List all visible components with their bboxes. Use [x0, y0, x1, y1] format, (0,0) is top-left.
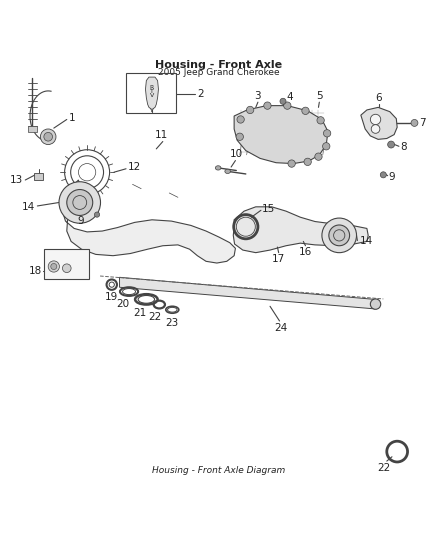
Ellipse shape	[371, 299, 381, 309]
Text: 3: 3	[254, 91, 261, 101]
Polygon shape	[145, 77, 159, 109]
Circle shape	[280, 98, 286, 104]
Text: 22: 22	[148, 312, 162, 322]
Text: 16: 16	[299, 247, 312, 257]
Circle shape	[371, 125, 380, 133]
Text: 23: 23	[166, 318, 179, 327]
Text: 18: 18	[28, 266, 42, 276]
Circle shape	[322, 218, 357, 253]
Text: 12: 12	[128, 162, 141, 172]
Circle shape	[371, 114, 381, 125]
Ellipse shape	[215, 166, 221, 170]
Text: 24: 24	[274, 322, 287, 333]
Circle shape	[44, 132, 53, 141]
Text: V: V	[150, 93, 154, 98]
Circle shape	[95, 212, 100, 217]
Text: 5: 5	[316, 91, 323, 101]
Text: 14: 14	[360, 237, 373, 246]
Text: 6: 6	[376, 93, 382, 103]
Ellipse shape	[225, 169, 230, 174]
Text: 1: 1	[68, 113, 75, 123]
Text: 2: 2	[198, 88, 204, 99]
Text: 13: 13	[10, 175, 24, 185]
Circle shape	[51, 263, 57, 270]
Polygon shape	[234, 106, 328, 164]
Text: 10: 10	[230, 149, 243, 159]
Text: 2005 Jeep Grand Cherokee: 2005 Jeep Grand Cherokee	[158, 68, 280, 77]
Circle shape	[288, 160, 295, 167]
Circle shape	[59, 182, 100, 223]
Circle shape	[322, 143, 330, 150]
Polygon shape	[361, 107, 397, 139]
Polygon shape	[233, 207, 368, 253]
Circle shape	[40, 129, 56, 144]
Text: 17: 17	[272, 254, 285, 263]
Text: 8: 8	[400, 142, 406, 152]
Circle shape	[388, 141, 395, 148]
Ellipse shape	[411, 119, 418, 126]
Circle shape	[63, 264, 71, 272]
Circle shape	[323, 130, 331, 137]
Bar	[126, 73, 176, 113]
Text: T: T	[150, 89, 154, 94]
Bar	[34, 173, 43, 180]
Polygon shape	[120, 277, 374, 309]
Text: R: R	[150, 85, 154, 90]
Polygon shape	[63, 180, 236, 263]
Text: 21: 21	[134, 308, 147, 318]
Circle shape	[304, 158, 311, 166]
Text: 15: 15	[261, 205, 275, 214]
Text: 19: 19	[105, 293, 118, 302]
Circle shape	[236, 133, 244, 140]
Bar	[28, 126, 36, 132]
Circle shape	[237, 116, 244, 123]
Circle shape	[247, 106, 254, 114]
Text: Housing - Front Axle: Housing - Front Axle	[155, 60, 283, 70]
Text: 14: 14	[22, 202, 35, 212]
Circle shape	[302, 107, 309, 115]
Text: 20: 20	[117, 300, 130, 309]
Text: 4: 4	[286, 92, 293, 102]
Text: 9: 9	[389, 172, 395, 182]
Circle shape	[329, 225, 350, 246]
Circle shape	[315, 153, 322, 160]
Circle shape	[264, 102, 271, 109]
Circle shape	[67, 190, 93, 215]
Circle shape	[284, 102, 291, 109]
Text: 7: 7	[419, 118, 425, 128]
Text: Housing - Front Axle Diagram: Housing - Front Axle Diagram	[152, 466, 286, 475]
Circle shape	[48, 261, 60, 272]
Text: 11: 11	[155, 130, 169, 140]
Circle shape	[317, 117, 324, 124]
Bar	[44, 249, 89, 279]
Text: 22: 22	[378, 463, 391, 473]
Text: 9: 9	[78, 216, 84, 226]
Circle shape	[380, 172, 386, 178]
